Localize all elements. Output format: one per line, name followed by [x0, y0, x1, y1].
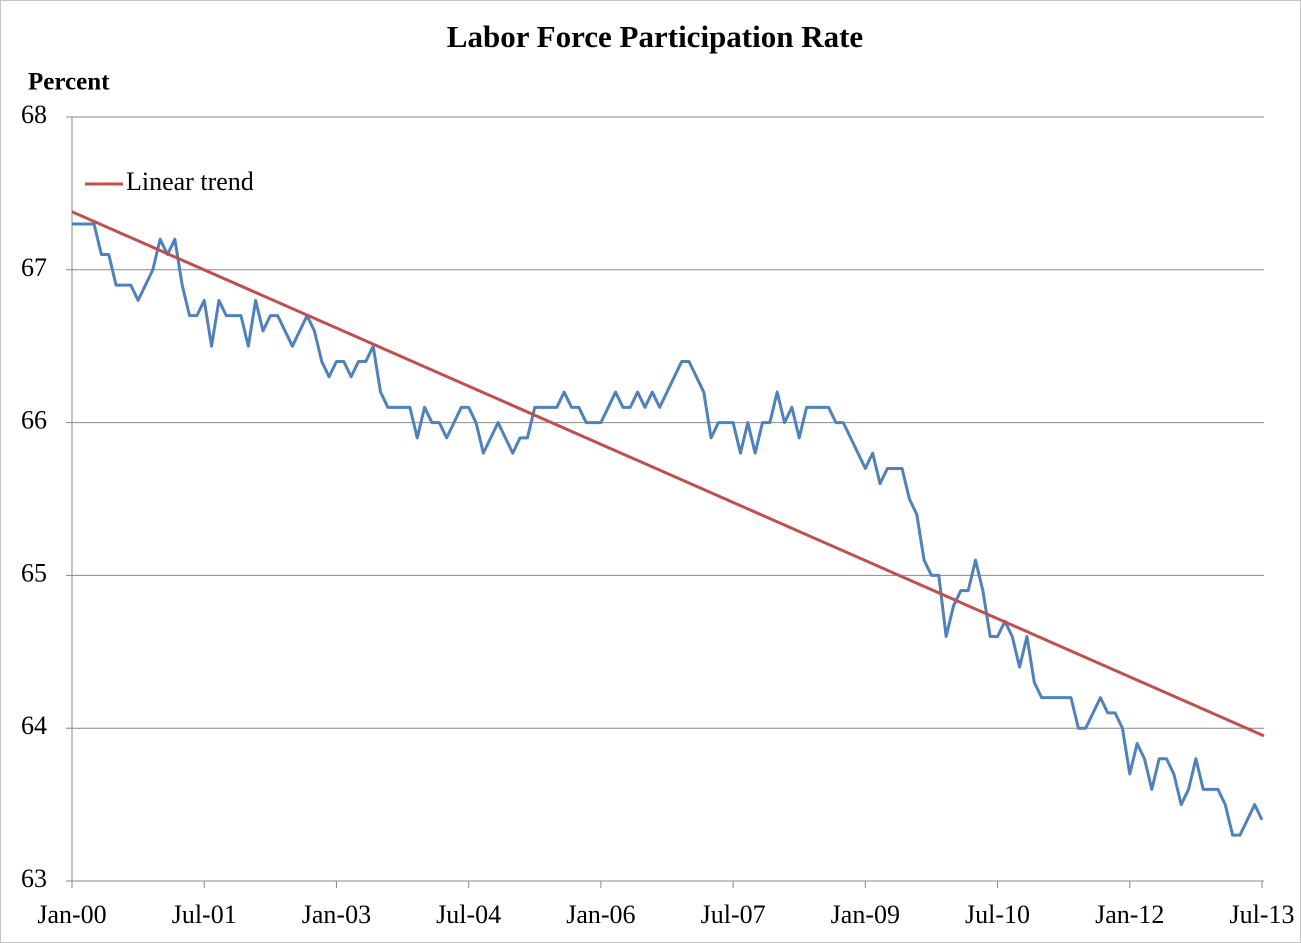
y-tick-label: 67 [21, 253, 47, 282]
x-tick-label: Jan-12 [1095, 900, 1164, 929]
x-tick-label: Jul-01 [172, 900, 237, 929]
y-tick-label: 63 [21, 864, 47, 893]
x-tick-label: Jan-00 [37, 900, 106, 929]
x-tick-label: Jan-06 [566, 900, 635, 929]
x-tick-label: Jul-10 [965, 900, 1030, 929]
chart-title: Labor Force Participation Rate [447, 19, 863, 54]
y-tick-label: 64 [21, 711, 47, 740]
x-tick-label: Jul-13 [1230, 900, 1295, 929]
x-tick-label: Jan-03 [302, 900, 371, 929]
legend-label: Linear trend [126, 167, 254, 196]
y-tick-label: 65 [21, 558, 47, 587]
y-tick-label: 68 [21, 100, 47, 129]
trend-line [71, 210, 1265, 738]
x-tick-label: Jan-09 [831, 900, 900, 929]
x-tick-label: Jul-07 [701, 900, 766, 929]
y-axis-label: Percent [28, 69, 110, 96]
x-tick-label: Jul-04 [436, 900, 501, 929]
data-line [72, 222, 1264, 837]
y-tick-label: 66 [21, 406, 47, 435]
